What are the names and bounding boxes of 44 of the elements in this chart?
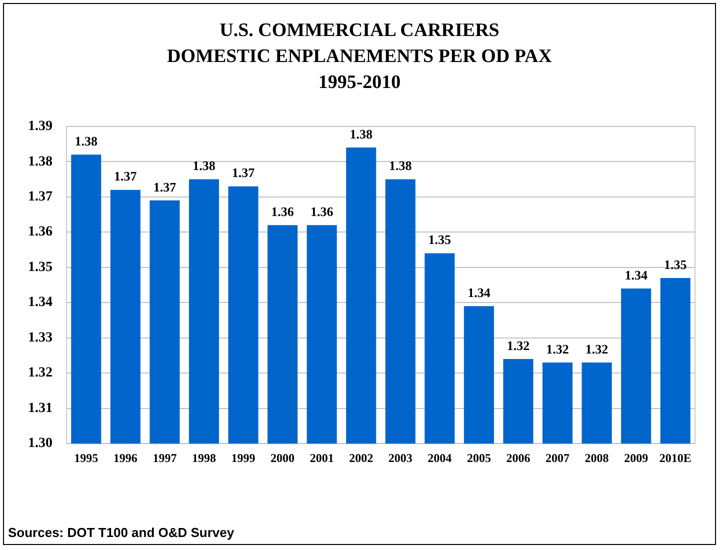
x-tick-label: 2001 — [310, 450, 334, 465]
y-tick-label: 1.35 — [28, 260, 52, 275]
x-tick-label: 1997 — [152, 450, 177, 465]
x-tick-label: 1996 — [113, 450, 138, 465]
data-label: 1.32 — [506, 338, 530, 353]
y-tick-label: 1.39 — [28, 119, 52, 134]
data-label: 1.38 — [74, 133, 98, 148]
source-note: Sources: DOT T100 and O&D Survey — [8, 525, 234, 540]
x-tick-label: 1995 — [74, 450, 98, 465]
data-label: 1.37 — [232, 165, 256, 180]
data-label: 1.34 — [624, 267, 648, 282]
x-tick-label: 2010E — [659, 450, 692, 465]
data-label: 1.36 — [310, 204, 334, 219]
data-label: 1.38 — [350, 126, 373, 142]
data-label: 1.37 — [153, 179, 177, 194]
y-tick-label: 1.36 — [28, 224, 52, 240]
data-label: 1.34 — [468, 285, 491, 300]
data-label: 1.38 — [192, 158, 216, 174]
y-tick-label: 1.38 — [28, 154, 52, 170]
data-label: 1.32 — [585, 341, 608, 356]
y-tick-label: 1.32 — [28, 366, 52, 381]
y-tick-label: 1.34 — [28, 295, 52, 310]
x-tick-label: 2005 — [466, 450, 491, 465]
y-tick-label: 1.31 — [28, 400, 52, 416]
x-tick-label: 2009 — [624, 450, 648, 465]
y-tick-label: 1.33 — [28, 330, 52, 346]
x-tick-label: 2004 — [428, 450, 452, 465]
data-label: 1.35 — [428, 232, 452, 248]
x-tick-label: 2003 — [388, 450, 412, 465]
chart-title: U.S. COMMERCIAL CARRIERS DOMESTIC ENPLANEMENTS PER OD PAX 1995-2010 — [166, 19, 553, 95]
x-tick-label: 1998 — [192, 450, 216, 465]
data-label: 1.36 — [271, 204, 294, 219]
data-label: 1.35 — [664, 256, 688, 272]
x-tick-label: 2006 — [506, 450, 530, 465]
y-tick-label: 1.30 — [28, 436, 52, 452]
x-tick-label: 1999 — [231, 450, 256, 465]
data-label: 1.38 — [389, 158, 412, 174]
x-tick-label: 2007 — [546, 450, 570, 465]
x-tick-label: 2000 — [270, 450, 295, 465]
data-label: 1.32 — [546, 341, 569, 356]
x-tick-label: 2002 — [349, 450, 374, 465]
x-tick-label: 2008 — [584, 450, 609, 465]
data-label: 1.37 — [114, 168, 138, 184]
y-tick-label: 1.37 — [28, 190, 52, 204]
